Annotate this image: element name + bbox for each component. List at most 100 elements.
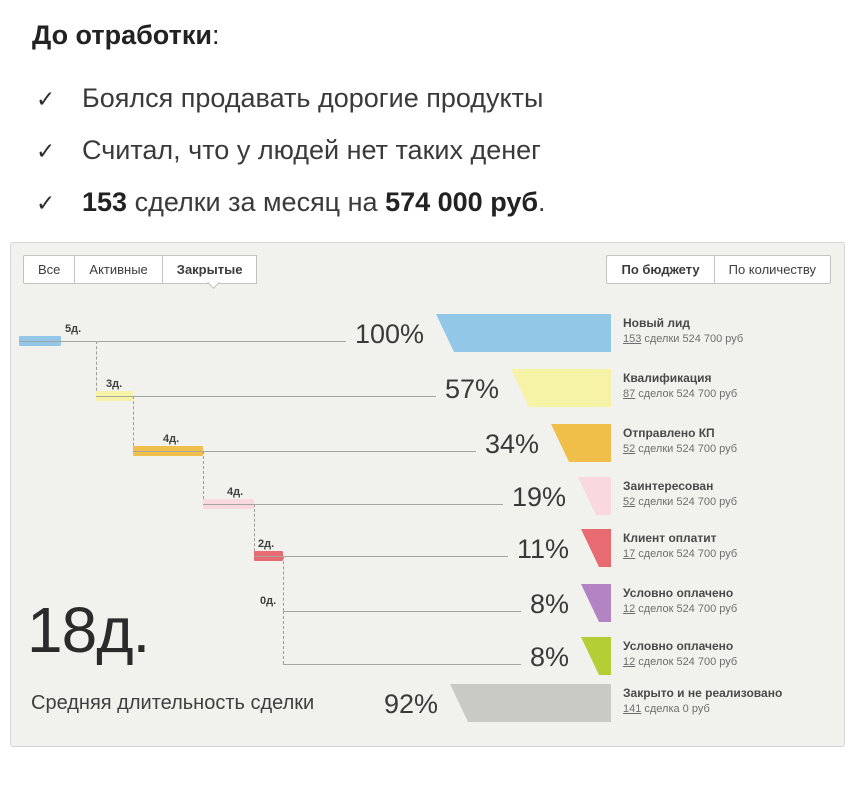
stage-label: Новый лид 153 сделки 524 700 руб	[623, 316, 839, 345]
duration-label: 4д.	[163, 433, 180, 445]
row-line	[133, 451, 476, 452]
stage-label: Закрыто и не реализовано 141 сделка 0 руб	[623, 686, 839, 715]
avg-duration-value: 18д.	[27, 594, 150, 666]
check-icon: ✓	[36, 138, 56, 164]
list-item-text: Боялся продавать дорогие продукты	[82, 83, 544, 113]
deals-text: сделки 524 700 руб	[644, 333, 744, 345]
stage-percent: 100%	[354, 319, 424, 349]
stage-percent: 8%	[529, 589, 569, 619]
funnel-panel: Все Активные Закрытые По бюджету По коли…	[10, 242, 845, 747]
funnel-shape[interactable]	[551, 424, 611, 462]
funnel-row: 8% Условно оплачено 12 сделок 524 700 руб	[11, 637, 844, 675]
deals-count-link[interactable]: 153	[623, 333, 642, 345]
duration-label: 5д.	[65, 323, 82, 335]
step-connector-dashed	[133, 396, 134, 451]
stage-count: 52 сделки 524 700 руб	[623, 496, 839, 508]
row-line	[203, 504, 503, 505]
funnel-shape[interactable]	[581, 637, 611, 675]
deals-count-link[interactable]: 52	[623, 443, 636, 455]
mode-tabs: По бюджету По количеству	[606, 255, 831, 284]
deals-sum-bold: 574 000 руб	[385, 187, 539, 217]
stage-percent: 8%	[529, 642, 569, 672]
stage-name: Условно оплачено	[623, 586, 734, 600]
funnel-shape[interactable]	[581, 529, 611, 567]
step-connector-dashed	[203, 451, 204, 504]
funnel-row: 11% Клиент оплатит 17 сделок 524 700 руб	[11, 529, 844, 567]
funnel-shape[interactable]	[511, 369, 611, 407]
stage-name: Закрыто и не реализовано	[623, 686, 783, 700]
deals-count-link[interactable]: 17	[623, 548, 636, 560]
tab-by-quantity[interactable]: По количеству	[713, 255, 831, 284]
step-connector-dashed	[283, 611, 284, 664]
funnel-row: 92% Закрыто и не реализовано 141 сделка 0…	[11, 684, 844, 722]
stage-percent: 57%	[444, 374, 499, 404]
stage-percent: 34%	[484, 429, 539, 459]
deals-count-bold: 153	[82, 187, 128, 217]
list-item: ✓ Боялся продавать дорогие продукты	[30, 83, 825, 114]
step-connector-dashed	[254, 504, 255, 556]
stage-percent: 92%	[383, 689, 438, 719]
deals-text: сделок 524 700 руб	[638, 388, 738, 400]
stage-name: Квалификация	[623, 371, 712, 385]
list-item-text: 153 сделки за месяц на 574 000 руб.	[82, 187, 546, 218]
stage-count: 17 сделок 524 700 руб	[623, 548, 839, 560]
page-title-text: До отработки	[32, 20, 212, 50]
funnel-row: 57% Квалификация 87 сделок 524 700 руб	[11, 369, 844, 407]
row-line	[19, 341, 346, 342]
funnel-shape[interactable]	[581, 584, 611, 622]
list-item-text-end: .	[538, 187, 546, 217]
stage-label: Отправлено КП 52 сделки 524 700 руб	[623, 426, 839, 455]
stage-percent: 19%	[511, 482, 566, 512]
stage-count: 12 сделок 524 700 руб	[623, 656, 839, 668]
stage-label: Квалификация 87 сделок 524 700 руб	[623, 371, 839, 400]
stage-count: 52 сделки 524 700 руб	[623, 443, 839, 455]
step-connector-dashed	[96, 341, 97, 396]
deals-count-link[interactable]: 87	[623, 388, 636, 400]
intro-section: До отработки: ✓ Боялся продавать дорогие…	[0, 0, 855, 218]
row-line	[283, 664, 521, 665]
row-line	[283, 611, 521, 612]
list-item: ✓ Считал, что у людей нет таких денег	[30, 135, 825, 166]
stage-name: Отправлено КП	[623, 426, 715, 440]
stage-count: 12 сделок 524 700 руб	[623, 603, 839, 615]
tab-active[interactable]: Активные	[74, 255, 163, 284]
stage-percent: 11%	[516, 534, 569, 564]
deals-count-link[interactable]: 141	[623, 703, 642, 715]
deals-count-link[interactable]: 12	[623, 656, 636, 668]
stage-name: Заинтересован	[623, 479, 714, 493]
duration-label: 4д.	[227, 486, 244, 498]
page: До отработки: ✓ Боялся продавать дорогие…	[0, 0, 855, 747]
tab-by-budget[interactable]: По бюджету	[606, 255, 715, 284]
row-line	[254, 556, 508, 557]
funnel-row: 34% Отправлено КП 52 сделки 524 700 руб	[11, 424, 844, 462]
deals-text: сделки 524 700 руб	[638, 443, 738, 455]
deals-text: сделок 524 700 руб	[638, 603, 738, 615]
funnel-row: 19% Заинтересован 52 сделки 524 700 руб	[11, 477, 844, 515]
funnel-shape[interactable]	[436, 314, 611, 352]
list-item: ✓ 153 сделки за месяц на 574 000 руб.	[30, 187, 825, 218]
deals-text: сделок 524 700 руб	[638, 548, 738, 560]
stage-count: 141 сделка 0 руб	[623, 703, 839, 715]
funnel-row: 8% Условно оплачено 12 сделок 524 700 руб	[11, 584, 844, 622]
duration-label: 0д.	[260, 595, 277, 607]
funnel-row: 100% Новый лид 153 сделки 524 700 руб	[11, 314, 844, 352]
funnel-shape[interactable]	[578, 477, 611, 515]
stage-label: Условно оплачено 12 сделок 524 700 руб	[623, 586, 839, 615]
step-connector-dashed	[283, 556, 284, 611]
stage-name: Новый лид	[623, 316, 690, 330]
stage-label: Клиент оплатит 17 сделок 524 700 руб	[623, 531, 839, 560]
deals-count-link[interactable]: 12	[623, 603, 636, 615]
deals-count-link[interactable]: 52	[623, 496, 636, 508]
deals-text: сделка 0 руб	[644, 703, 710, 715]
stage-label: Условно оплачено 12 сделок 524 700 руб	[623, 639, 839, 668]
deals-text: сделки 524 700 руб	[638, 496, 738, 508]
duration-label: 3д.	[106, 378, 123, 390]
check-icon: ✓	[36, 190, 56, 216]
check-icon: ✓	[36, 86, 56, 112]
page-title-colon: :	[211, 20, 220, 50]
funnel-shape[interactable]	[450, 684, 611, 722]
tab-all[interactable]: Все	[23, 255, 76, 284]
filter-tabs: Все Активные Закрытые	[23, 255, 258, 289]
row-line	[96, 396, 436, 397]
stage-name: Условно оплачено	[623, 639, 734, 653]
